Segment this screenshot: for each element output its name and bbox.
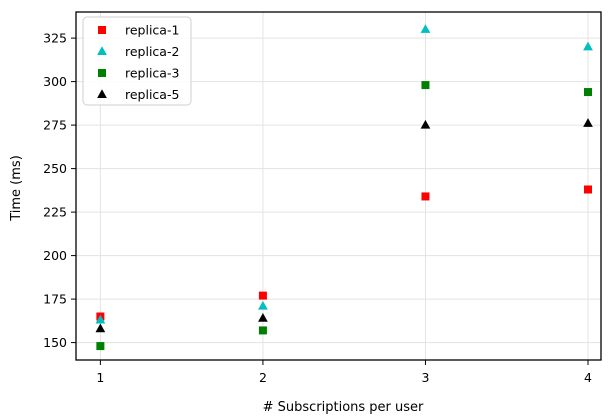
data-point xyxy=(95,323,106,333)
data-point xyxy=(96,342,105,351)
data-point xyxy=(583,41,593,51)
y-tick-label: 175 xyxy=(43,292,67,307)
legend-label: replica-3 xyxy=(125,66,179,81)
x-axis: 1 2 3 4 xyxy=(96,360,592,385)
legend-marker xyxy=(98,69,106,77)
series-replica-2 xyxy=(95,24,593,324)
x-tick-label: 4 xyxy=(584,370,592,385)
y-tick-label: 200 xyxy=(43,248,67,263)
y-tick-label: 325 xyxy=(43,31,67,46)
x-axis-label: # Subscriptions per user xyxy=(263,400,424,415)
y-tick-label: 275 xyxy=(43,118,67,133)
y-tick-label: 150 xyxy=(43,335,67,350)
data-point xyxy=(421,81,430,90)
data-point xyxy=(258,300,268,310)
data-point xyxy=(420,119,431,129)
legend-label: replica-5 xyxy=(125,87,179,102)
series-replica-5 xyxy=(95,118,593,333)
legend-label: replica-1 xyxy=(125,23,179,38)
plot-area xyxy=(95,24,593,351)
y-tick-label: 225 xyxy=(43,205,67,220)
data-point xyxy=(95,314,106,324)
y-tick-label: 300 xyxy=(43,74,67,89)
y-axis: 150 175 200 225 250 275 300 325 xyxy=(43,31,76,350)
data-point xyxy=(420,24,431,33)
series-replica-1 xyxy=(96,185,592,321)
data-point xyxy=(421,192,430,201)
legend-marker xyxy=(97,46,107,56)
legend-label: replica-2 xyxy=(125,44,179,59)
legend-box xyxy=(82,16,192,106)
data-point xyxy=(583,118,593,127)
data-point xyxy=(258,326,267,335)
data-point xyxy=(583,88,592,97)
x-tick-label: 3 xyxy=(421,370,429,385)
x-tick-label: 1 xyxy=(96,370,104,385)
y-axis-label: Time (ms) xyxy=(9,155,24,222)
y-tick-label: 250 xyxy=(43,161,67,176)
plot-frame xyxy=(75,11,602,361)
legend-marker xyxy=(98,26,106,34)
x-tick-label: 2 xyxy=(259,370,267,385)
legend: replica-1 replica-2 replica-3 replica-5 xyxy=(82,16,192,106)
data-point xyxy=(258,291,267,300)
data-point xyxy=(258,313,268,322)
legend-marker xyxy=(97,89,107,99)
series-replica-3 xyxy=(96,81,592,351)
data-point xyxy=(583,185,592,194)
